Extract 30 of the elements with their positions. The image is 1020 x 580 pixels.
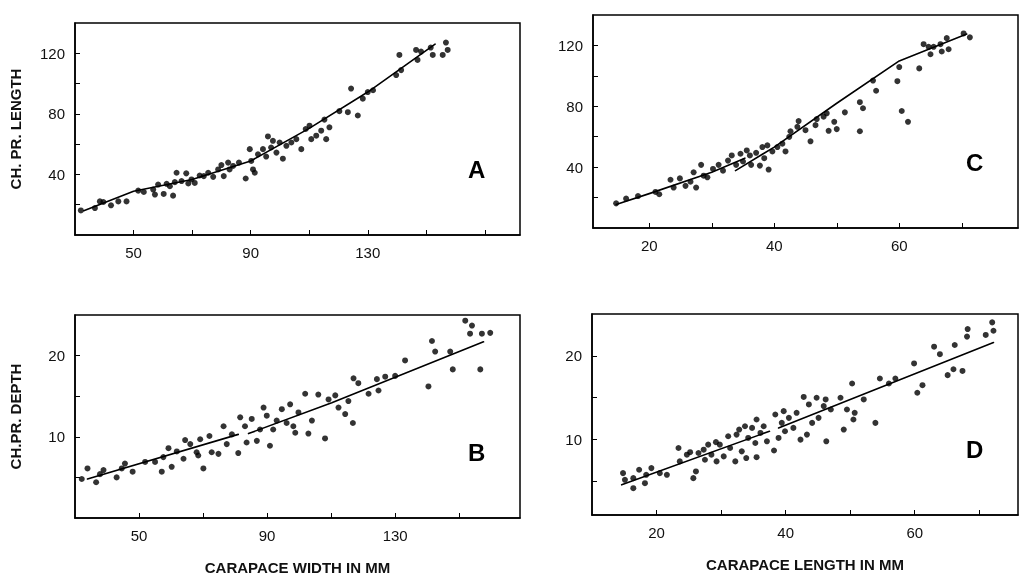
annotation: B (468, 438, 486, 466)
x-tick-label: 90 (258, 527, 276, 544)
y-tick-label: 40 (48, 165, 65, 183)
x-tick-label: 50 (125, 244, 142, 261)
y-tick-label: 20 (565, 347, 582, 365)
annotation: D (966, 435, 984, 463)
y-tick-label: 40 (566, 158, 583, 176)
x-axis-title: CARAPACE WIDTH IN MM (204, 559, 391, 576)
x-tick-label: 90 (242, 244, 259, 261)
x-tick-label: 20 (640, 237, 658, 254)
y-tick-label: 120 (557, 36, 583, 54)
x-axis-title: CARAPACE LENGTH IN MM (705, 556, 905, 573)
x-tick-label: 130 (355, 244, 381, 261)
annotation: A (468, 155, 486, 183)
x-tick-label: 50 (130, 527, 148, 544)
x-tick-label: 40 (777, 524, 794, 541)
annotation: C (966, 148, 984, 176)
y-axis-title: CH. PR. LENGTH (7, 68, 24, 190)
x-tick-label: 20 (648, 524, 665, 541)
x-tick-label: 60 (906, 524, 924, 541)
y-tick-label: 80 (48, 105, 65, 123)
y-tick-label: 120 (39, 44, 65, 62)
x-tick-label: 130 (382, 527, 408, 544)
y-axis-title: CH.PR. DEPTH (7, 363, 24, 470)
y-tick-label: 10 (48, 428, 65, 446)
x-tick-label: 40 (765, 237, 783, 254)
y-tick-label: 80 (566, 97, 583, 115)
x-tick-label: 60 (890, 237, 908, 254)
y-tick-label: 20 (48, 347, 65, 365)
y-tick-label: 10 (565, 431, 582, 449)
